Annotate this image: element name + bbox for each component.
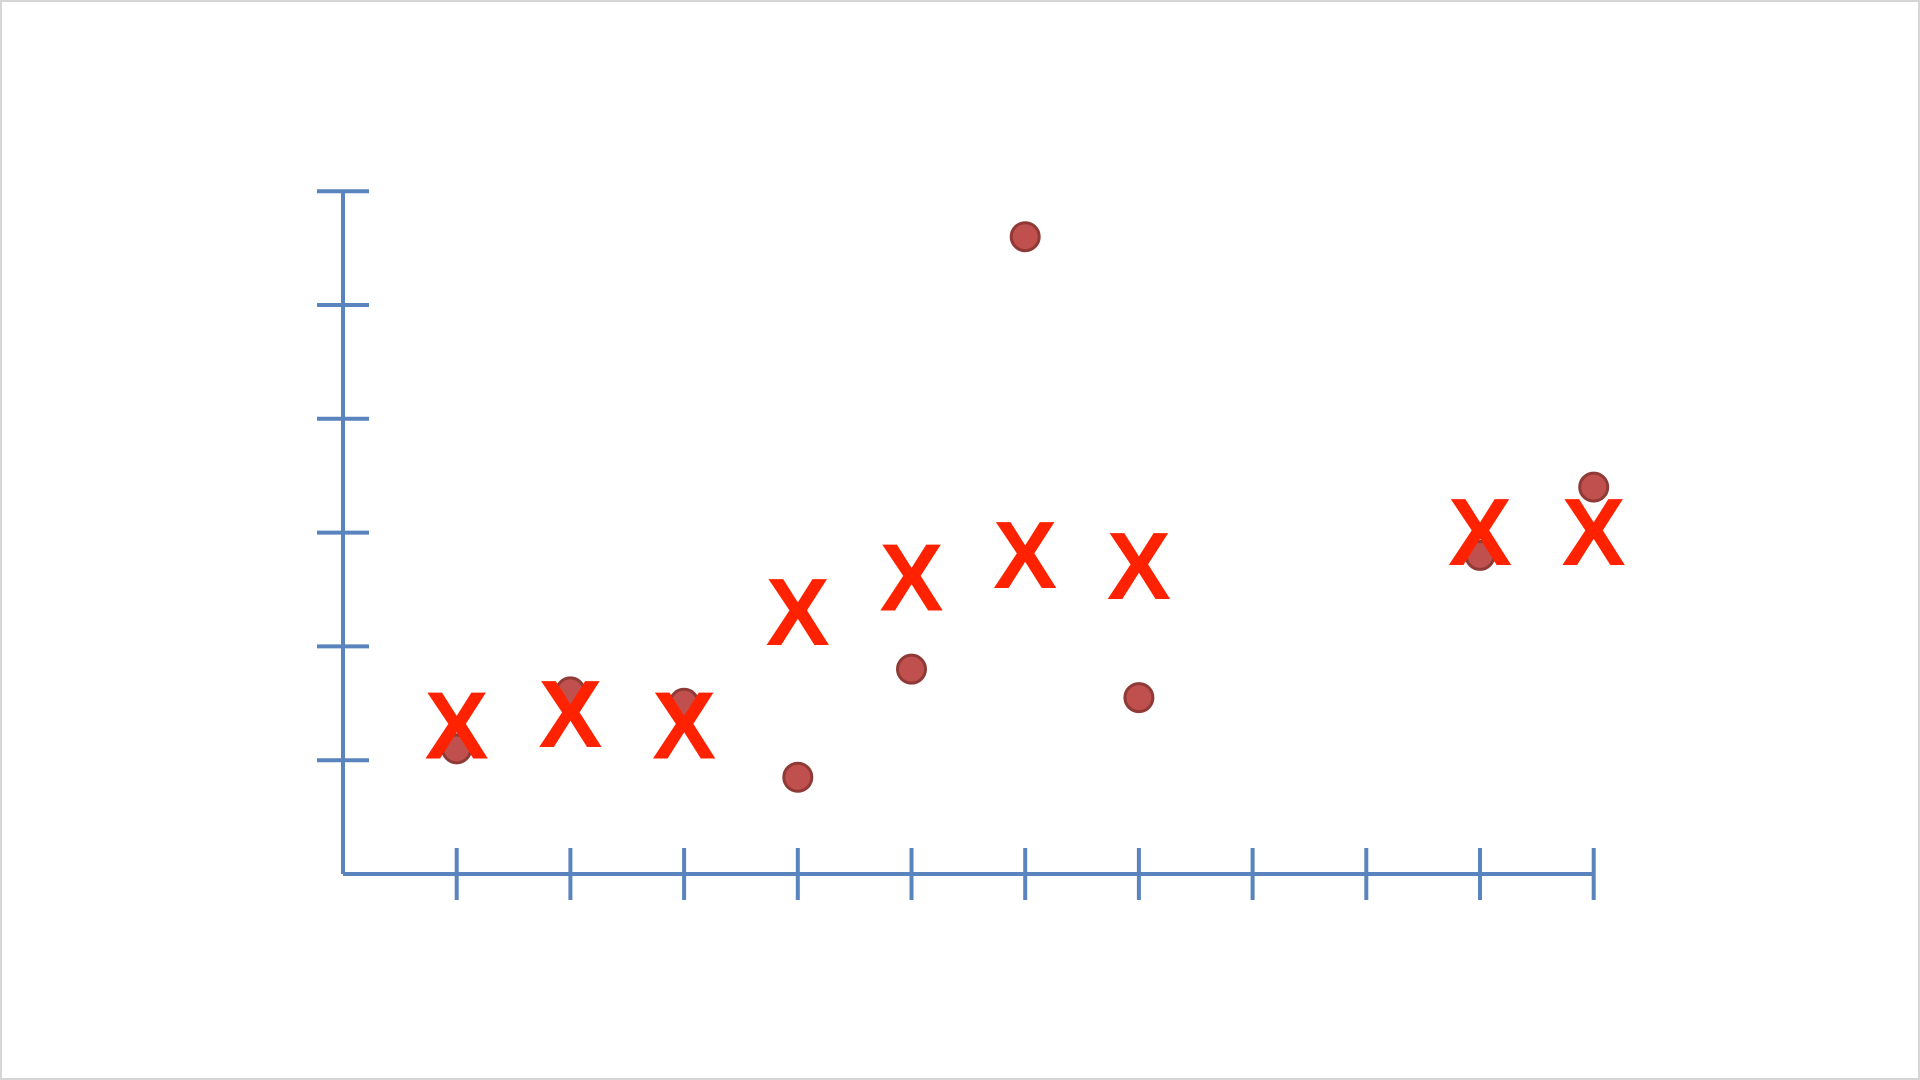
x-marker-point: X xyxy=(652,673,716,780)
x-marker-point: X xyxy=(993,502,1057,609)
circle-point xyxy=(1009,221,1041,253)
axes xyxy=(317,189,1596,900)
circle-point xyxy=(668,687,700,719)
x-marker-point: X xyxy=(1562,479,1626,586)
chart-marks: X X XX X X X X X xyxy=(425,221,1626,793)
circle-point xyxy=(1464,539,1496,571)
x-marker-point: X xyxy=(879,525,943,632)
x-marker-point: X xyxy=(1107,513,1171,620)
x-marker-point: X xyxy=(538,661,602,768)
x-marker-point: X xyxy=(1448,479,1512,586)
circle-point xyxy=(1123,682,1155,714)
x-marker-point: X xyxy=(425,673,489,780)
circle-point xyxy=(896,653,927,685)
x-marker-point: X xyxy=(766,559,830,666)
circle-point xyxy=(782,761,814,793)
circle-point xyxy=(1578,471,1610,503)
circle-point xyxy=(441,733,473,765)
circle-point xyxy=(554,676,586,708)
